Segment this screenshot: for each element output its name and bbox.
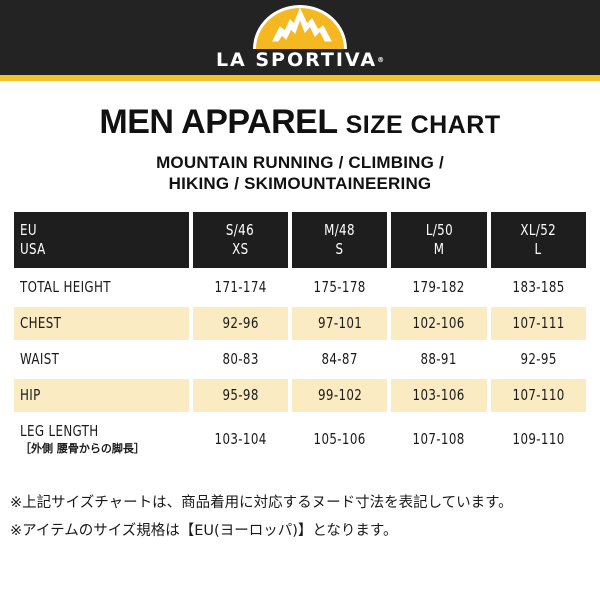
mountain-dome-icon [253,4,347,49]
header-label-eu: EU [20,221,37,239]
row-3-col-0: 95-98 [192,379,289,412]
header-col-0-usa: XS [232,240,249,258]
row-1-label: CHEST [20,314,62,332]
row-3-value-2: 103-106 [413,386,466,404]
title-main-text: MEN APPAREL [99,103,338,141]
row-4-col-1: 105-106 [292,415,388,463]
row-4-sublabel: ［外側 腰骨からの脚長］ [20,442,145,455]
footnote-2: ※アイテムのサイズ規格は【EU(ヨーロッパ)】となります。 [10,523,398,539]
row-1-col-1: 97-101 [292,307,388,340]
mountain-peaks-icon [272,7,332,42]
row-4-col-2: 107-108 [391,415,487,463]
page-subtitle: MOUNTAIN RUNNING / CLIMBING / HIKING / S… [0,152,600,194]
row-4-label-cell: LEG LENGTH ［外側 腰骨からの脚長］ [14,415,189,463]
row-1-value-1: 97-101 [317,314,362,332]
row-3-col-1: 99-102 [292,379,388,412]
row-2-value-3: 92-95 [520,350,557,368]
row-0-col-3: 183-185 [490,271,587,304]
row-1-value-2: 102-106 [413,314,466,332]
row-0-col-2: 179-182 [391,271,487,304]
header-col-0-eu: S/46 [226,221,255,239]
row-2-col-0: 80-83 [192,343,289,376]
row-4-label: LEG LENGTH [20,422,99,440]
row-2-col-2: 88-91 [391,343,487,376]
table-header-row: EU USA S/46 XS M/48 S L/50 M XL/52 L [14,212,587,268]
accent-stripe [0,75,600,81]
header-col-3-eu: XL/52 [520,221,557,239]
row-1-value-3: 107-111 [512,314,565,332]
row-4-col-0: 103-104 [192,415,289,463]
row-0-value-2: 179-182 [413,278,466,296]
brand-header-bar: LA SPORTIVA® [0,0,600,75]
row-0-label-cell: TOTAL HEIGHT [14,271,189,304]
row-0-label: TOTAL HEIGHT [20,278,111,296]
row-0-value-3: 183-185 [512,278,565,296]
row-2-value-1: 84-87 [321,350,358,368]
header-col-2: L/50 M [391,212,487,268]
row-2-value-2: 88-91 [420,350,458,368]
row-0-col-0: 171-174 [192,271,289,304]
row-2-col-1: 84-87 [292,343,388,376]
page-title: MEN APPAREL SIZE CHART [0,105,600,139]
row-3-col-3: 107-110 [490,379,587,412]
header-col-2-usa: M [433,240,445,258]
la-sportiva-logo: LA SPORTIVA® [216,4,384,71]
table-row: HIP 95-98 99-102 103-106 107-110 [14,379,587,412]
footnote-1: ※上記サイズチャートは、商品着用に対応するヌード寸法を表記しています。 [10,495,513,511]
header-col-1-eu: M/48 [324,221,356,239]
brand-name-text: LA SPORTIVA [215,48,378,71]
row-3-label-cell: HIP [14,379,189,412]
row-0-col-1: 175-178 [292,271,388,304]
row-1-col-2: 102-106 [391,307,487,340]
row-3-value-1: 99-102 [317,386,362,404]
row-0-value-0: 171-174 [214,278,267,296]
size-table: EU USA S/46 XS M/48 S L/50 M XL/52 L TO [14,212,587,463]
row-0-value-1: 175-178 [313,278,366,296]
row-3-value-3: 107-110 [512,386,565,404]
page-title-block: MEN APPAREL SIZE CHART MOUNTAIN RUNNING /… [0,81,600,194]
row-3-value-0: 95-98 [222,386,259,404]
trademark-symbol: ® [377,55,385,64]
header-col-3: XL/52 L [490,212,587,268]
row-1-label-cell: CHEST [14,307,189,340]
table-row: TOTAL HEIGHT 171-174 175-178 179-182 183… [14,271,587,304]
brand-wordmark: LA SPORTIVA® [216,50,384,70]
row-1-col-0: 92-96 [192,307,289,340]
header-col-0: S/46 XS [192,212,289,268]
subtitle-line-2: HIKING / SKIMOUNTAINEERING [168,174,432,193]
row-1-col-3: 107-111 [490,307,587,340]
row-4-value-2: 107-108 [413,429,466,448]
table-row: WAIST 80-83 84-87 88-91 92-95 [14,343,587,376]
header-col-1: M/48 S [292,212,388,268]
row-3-label: HIP [20,386,41,404]
row-2-label: WAIST [20,350,60,368]
header-label-cell: EU USA [14,212,189,268]
row-3-col-2: 103-106 [391,379,487,412]
row-1-value-0: 92-96 [222,314,259,332]
header-label-usa: USA [20,240,46,258]
row-2-label-cell: WAIST [14,343,189,376]
header-col-1-usa: S [335,240,344,258]
footnotes: ※上記サイズチャートは、商品着用に対応するヌード寸法を表記しています。 ※アイテ… [10,489,600,545]
header-col-2-eu: L/50 [425,221,453,239]
row-4-value-0: 103-104 [214,429,267,448]
row-2-col-3: 92-95 [490,343,587,376]
table-row: CHEST 92-96 97-101 102-106 107-111 [14,307,587,340]
header-col-3-usa: L [534,240,542,258]
title-sub-text: SIZE CHART [345,111,501,139]
row-4-col-3: 109-110 [490,415,587,463]
subtitle-line-1: MOUNTAIN RUNNING / CLIMBING / [156,153,444,172]
row-4-value-3: 109-110 [512,429,565,448]
row-4-value-1: 105-106 [313,429,366,448]
table-row: LEG LENGTH ［外側 腰骨からの脚長］ 103-104 105-106 … [14,415,587,463]
row-2-value-0: 80-83 [222,350,259,368]
